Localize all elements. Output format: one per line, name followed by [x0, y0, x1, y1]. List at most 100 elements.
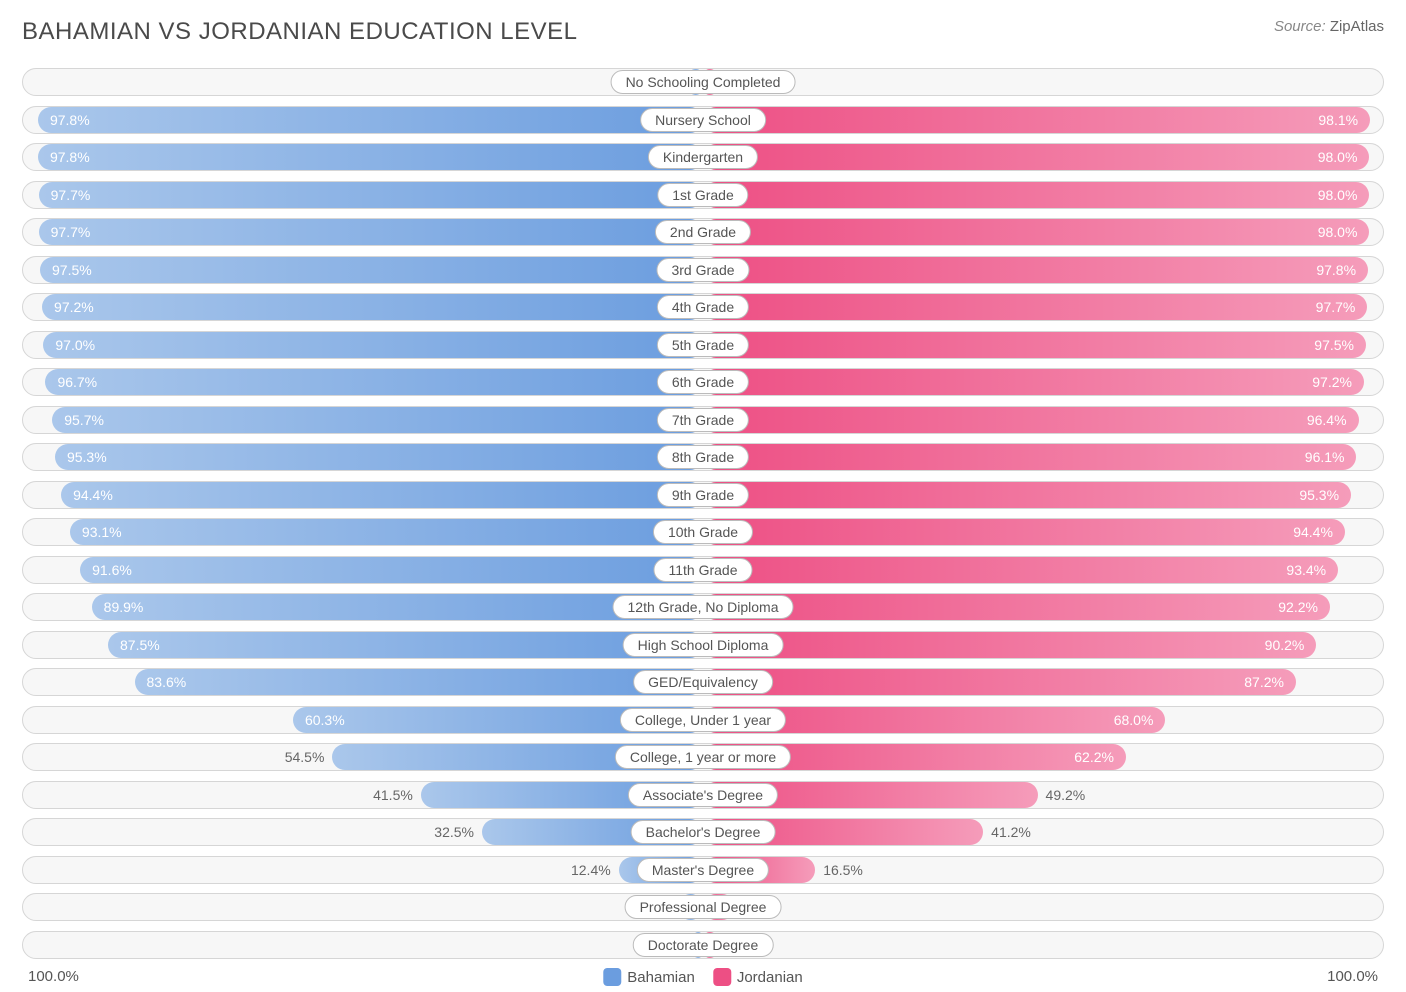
bar-right: [703, 557, 1338, 583]
bar-left: [38, 107, 703, 133]
value-left: 93.1%: [70, 519, 122, 545]
value-left: 97.5%: [40, 257, 92, 283]
chart-row: 93.1% 94.4% 10th Grade: [22, 518, 1384, 546]
value-right: 97.5%: [1314, 332, 1366, 358]
value-right: 96.1%: [1305, 444, 1357, 470]
category-label: 6th Grade: [657, 370, 749, 394]
value-right: 98.0%: [1318, 144, 1370, 170]
value-left: 60.3%: [293, 707, 345, 733]
category-label: No Schooling Completed: [611, 70, 796, 94]
bar-right: [703, 407, 1359, 433]
legend-label-right: Jordanian: [737, 969, 803, 986]
value-left: 97.8%: [38, 107, 90, 133]
value-left: 97.7%: [39, 182, 91, 208]
legend: Bahamian Jordanian: [603, 968, 802, 986]
value-right: 95.3%: [1299, 482, 1351, 508]
chart-row: 96.7%97.2%6th Grade: [22, 368, 1384, 396]
value-left: 41.5%: [373, 782, 421, 808]
bar-right: [703, 669, 1296, 695]
value-right: 97.8%: [1316, 257, 1368, 283]
chart-row: 1.5%2.0%Doctorate Degree: [22, 931, 1384, 959]
category-label: High School Diploma: [623, 633, 784, 657]
chart-container: BAHAMIAN VS JORDANIAN EDUCATION LEVEL So…: [0, 0, 1406, 975]
category-label: 4th Grade: [657, 295, 749, 319]
value-left: 89.9%: [92, 594, 144, 620]
value-left: 97.8%: [38, 144, 90, 170]
chart-row: 91.6%93.4%11th Grade: [22, 556, 1384, 584]
bar-left: [40, 257, 703, 283]
chart-row: 41.5%49.2%Associate's Degree: [22, 781, 1384, 809]
bar-left: [70, 519, 703, 545]
value-right: 90.2%: [1265, 632, 1317, 658]
legend-label-left: Bahamian: [627, 969, 695, 986]
bar-right: [703, 519, 1345, 545]
category-label: 11th Grade: [653, 558, 752, 582]
chart-row: 83.6%87.2%GED/Equivalency: [22, 668, 1384, 696]
chart-row: 2.2%2.0%No Schooling Completed: [22, 68, 1384, 96]
bar-right: [703, 107, 1370, 133]
category-label: Nursery School: [640, 108, 766, 132]
value-right: 97.2%: [1312, 369, 1364, 395]
value-left: 97.2%: [42, 294, 94, 320]
category-label: 7th Grade: [657, 408, 749, 432]
category-label: 5th Grade: [657, 333, 749, 357]
value-left: 32.5%: [434, 819, 482, 845]
bar-left: [80, 557, 703, 583]
chart-row: 97.8% 98.1% Nursery School: [22, 106, 1384, 134]
legend-swatch-right: [713, 968, 731, 986]
bar-right: [703, 294, 1367, 320]
chart-row: 97.0%97.5%5th Grade: [22, 331, 1384, 359]
legend-item-left: Bahamian: [603, 968, 695, 986]
legend-swatch-left: [603, 968, 621, 986]
category-label: 3rd Grade: [656, 258, 749, 282]
chart-row: 12.4%16.5%Master's Degree: [22, 856, 1384, 884]
bar-left: [43, 332, 703, 358]
bar-left: [42, 294, 703, 320]
chart-row: 95.7%96.4%7th Grade: [22, 406, 1384, 434]
category-label: Associate's Degree: [628, 783, 778, 807]
category-label: 1st Grade: [657, 183, 748, 207]
value-right: 98.1%: [1318, 107, 1370, 133]
value-right: 98.0%: [1318, 219, 1370, 245]
source-name: ZipAtlas: [1330, 18, 1384, 35]
axis-max-left: 100.0%: [28, 968, 79, 985]
value-left: 91.6%: [80, 557, 132, 583]
bar-right: [703, 444, 1356, 470]
category-label: 9th Grade: [657, 483, 749, 507]
chart-row: 97.5% 97.8% 3rd Grade: [22, 256, 1384, 284]
chart-row: 94.4%95.3%9th Grade: [22, 481, 1384, 509]
source-attribution: Source: ZipAtlas: [1274, 18, 1384, 35]
bar-right: [703, 257, 1368, 283]
chart-row: 97.7%98.0%2nd Grade: [22, 218, 1384, 246]
bar-right: [703, 144, 1369, 170]
chart-row: 32.5%41.2%Bachelor's Degree: [22, 818, 1384, 846]
category-label: Kindergarten: [648, 145, 758, 169]
value-left: 54.5%: [285, 744, 333, 770]
category-label: 10th Grade: [653, 520, 753, 544]
value-right: 94.4%: [1293, 519, 1345, 545]
value-right: 41.2%: [983, 819, 1031, 845]
chart-row: 97.7%98.0%1st Grade: [22, 181, 1384, 209]
category-label: Professional Degree: [625, 895, 782, 919]
category-label: 2nd Grade: [655, 220, 751, 244]
value-right: 96.4%: [1307, 407, 1359, 433]
chart-title: BAHAMIAN VS JORDANIAN EDUCATION LEVEL: [22, 18, 578, 46]
bar-left: [45, 369, 703, 395]
category-label: GED/Equivalency: [633, 670, 773, 694]
value-right: 62.2%: [1074, 744, 1126, 770]
chart-row: 3.7%4.7%Professional Degree: [22, 893, 1384, 921]
bar-right: [703, 182, 1369, 208]
bar-left: [52, 407, 703, 433]
value-left: 83.6%: [135, 669, 187, 695]
bar-left: [61, 482, 703, 508]
chart-row: 97.8% 98.0% Kindergarten: [22, 143, 1384, 171]
category-label: 12th Grade, No Diploma: [613, 595, 794, 619]
bar-left: [38, 144, 703, 170]
value-right: 92.2%: [1278, 594, 1330, 620]
value-left: 95.3%: [55, 444, 107, 470]
bar-right: [703, 594, 1330, 620]
bar-left: [108, 632, 703, 658]
value-right: 97.7%: [1316, 294, 1368, 320]
value-right: 16.5%: [815, 857, 863, 883]
category-label: Doctorate Degree: [633, 933, 774, 957]
